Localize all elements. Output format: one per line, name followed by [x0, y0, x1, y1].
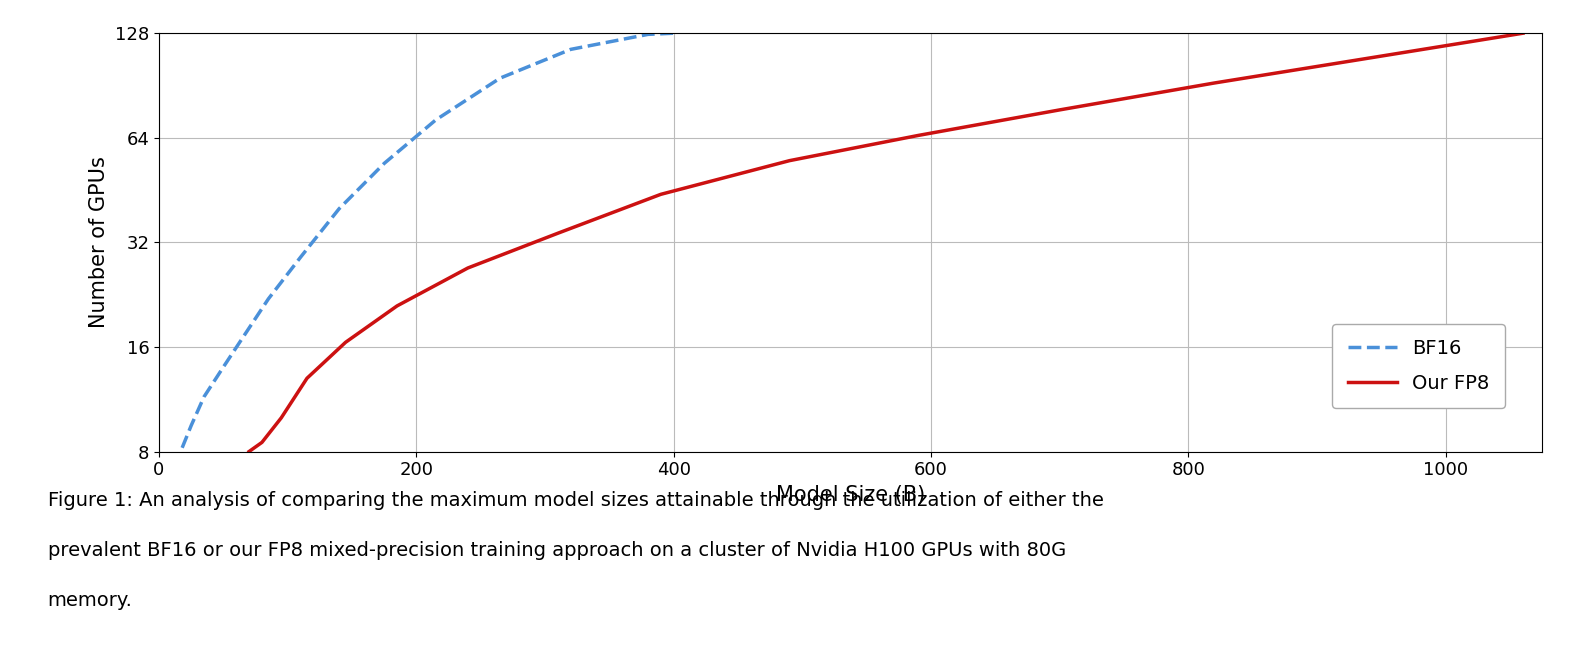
- Our FP8: [652, 191, 671, 199]
- Our FP8: [908, 131, 927, 139]
- Text: prevalent BF16 or our FP8 mixed-precision training approach on a cluster of Nvid: prevalent BF16 or our FP8 mixed-precisio…: [48, 541, 1065, 560]
- Legend: BF16, Our FP8: BF16, Our FP8: [1332, 323, 1504, 408]
- BF16: [173, 444, 192, 452]
- BF16: [181, 422, 200, 430]
- Our FP8: [335, 339, 355, 347]
- BF16: [329, 205, 348, 212]
- Our FP8: [1051, 106, 1070, 114]
- Text: memory.: memory.: [48, 591, 132, 610]
- Our FP8: [1372, 52, 1391, 60]
- Our FP8: [458, 264, 477, 272]
- BF16: [426, 116, 445, 124]
- Text: Figure 1: An analysis of comparing the maximum model sizes attainable through th: Figure 1: An analysis of comparing the m…: [48, 491, 1103, 511]
- BF16: [213, 363, 232, 371]
- Line: Our FP8: Our FP8: [250, 33, 1523, 452]
- Y-axis label: Number of GPUs: Number of GPUs: [89, 157, 110, 328]
- Our FP8: [388, 302, 407, 310]
- BF16: [490, 74, 509, 82]
- Our FP8: [272, 414, 291, 422]
- Our FP8: [1205, 79, 1224, 87]
- Our FP8: [240, 448, 259, 456]
- BF16: [375, 159, 394, 167]
- Our FP8: [781, 157, 800, 165]
- BF16: [639, 31, 658, 39]
- BF16: [561, 45, 580, 53]
- X-axis label: Model Size (B): Model Size (B): [776, 485, 925, 505]
- Our FP8: [549, 229, 568, 237]
- Line: BF16: BF16: [183, 33, 674, 448]
- BF16: [665, 29, 684, 37]
- BF16: [291, 253, 310, 261]
- BF16: [234, 334, 253, 342]
- Our FP8: [297, 374, 316, 382]
- BF16: [259, 295, 278, 303]
- Our FP8: [253, 438, 272, 446]
- Our FP8: [1514, 29, 1533, 37]
- BF16: [194, 393, 213, 401]
